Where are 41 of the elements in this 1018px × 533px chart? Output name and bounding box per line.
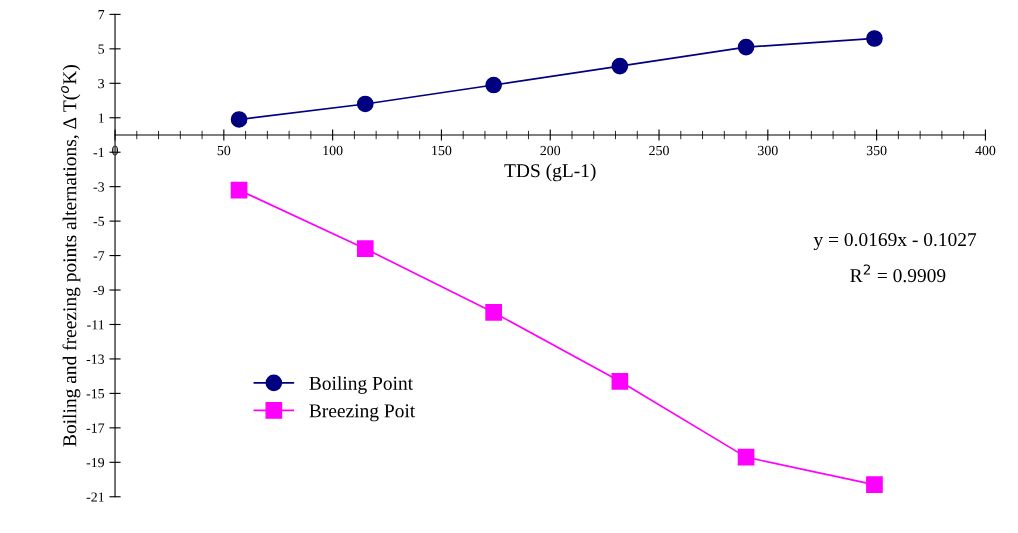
y-tick-label: -21	[86, 492, 104, 502]
point	[230, 181, 248, 199]
legend-label: Breezing Poit	[309, 404, 416, 422]
point	[611, 57, 629, 75]
x-tick-label: 50	[217, 145, 231, 156]
point	[866, 30, 883, 47]
y-tick-label: -3	[93, 182, 105, 192]
y-axis-title: Boiling and freezing points alternations, Δ T($^{o}$K)	[61, 65, 81, 447]
point	[356, 95, 374, 113]
point	[485, 76, 502, 94]
x-tick-label: 350	[866, 145, 887, 156]
annotation: R$^{2}$ = 0.9909	[850, 264, 946, 283]
point	[485, 304, 502, 321]
y-tick-label: 5	[98, 44, 105, 54]
x-tick-label: 400	[975, 145, 996, 156]
point	[230, 111, 248, 128]
point	[611, 372, 629, 390]
annotation: y = 0.0169x - 0.1027	[813, 233, 977, 251]
y-tick-label: -7	[93, 251, 105, 261]
x-tick-label: 150	[432, 145, 452, 156]
point	[737, 448, 755, 466]
point	[356, 240, 374, 258]
y-tick-label: 1	[98, 113, 104, 123]
y-tick-label: -19	[86, 457, 105, 468]
y-tick-label: -1	[93, 147, 104, 158]
legend-label: Boiling Point	[309, 376, 413, 394]
y-tick-label: -5	[93, 216, 105, 227]
y-tick-label: -9	[93, 285, 105, 295]
y-tick-label: 7	[98, 10, 105, 20]
x-tick-label: 200	[540, 145, 561, 156]
y-tick-label: 3	[98, 78, 105, 89]
y-tick-label: -13	[86, 354, 105, 364]
y-tick-label: -11	[87, 320, 104, 330]
point	[737, 38, 755, 56]
x-axis-title: TDS (gL-1)	[504, 163, 596, 182]
x-tick-label: 300	[758, 145, 778, 156]
x-tick-label: 100	[323, 145, 343, 156]
y-tick-label: -15	[86, 389, 105, 399]
point	[866, 476, 883, 494]
y-tick-label: -17	[86, 423, 105, 433]
x-tick-label: 250	[649, 145, 669, 156]
